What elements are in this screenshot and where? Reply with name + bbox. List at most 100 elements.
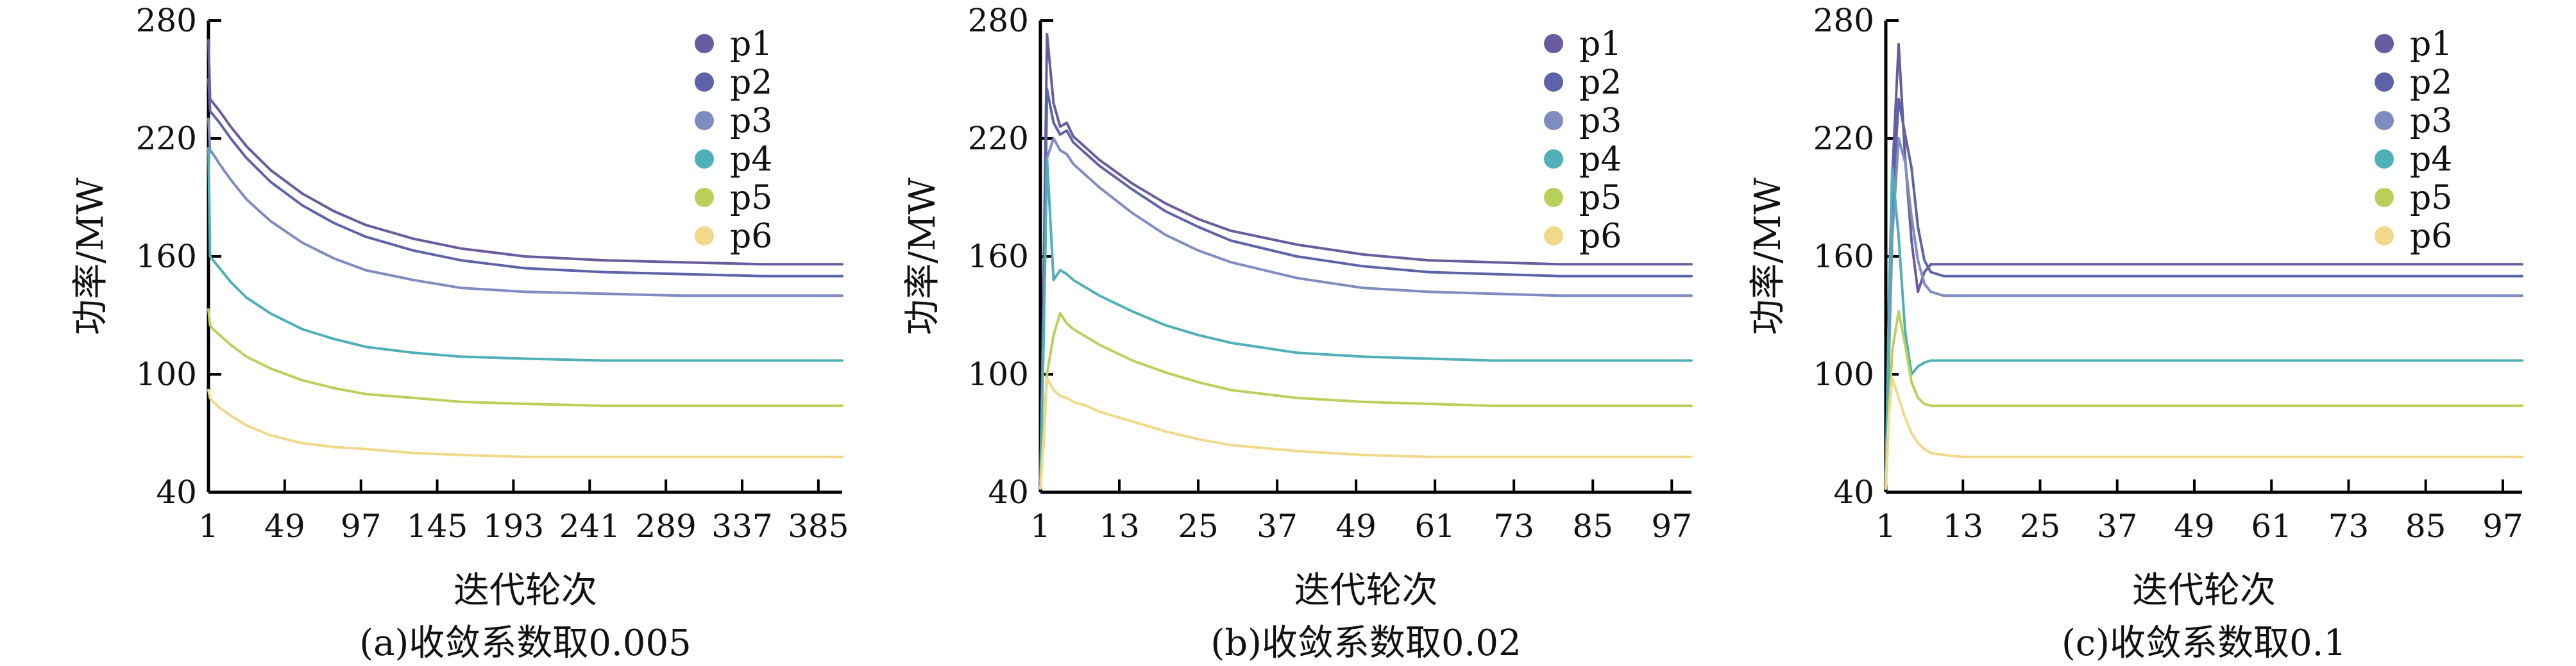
legend-label: p2 <box>2410 63 2452 102</box>
legend-marker <box>695 111 714 130</box>
legend-label: p6 <box>1579 217 1622 256</box>
x-tick-label: 13 <box>1099 508 1140 545</box>
series-line-p4 <box>207 147 843 362</box>
y-tick-label: 220 <box>1813 120 1874 157</box>
panel-caption: (b)收敛系数取0.02 <box>1210 622 1521 664</box>
legend-label: p4 <box>1579 140 1622 179</box>
x-tick-label: 145 <box>407 508 468 545</box>
x-axis-label: 迭代轮次 <box>2132 570 2276 612</box>
x-axis-label: 迭代轮次 <box>1294 570 1438 612</box>
legend-marker <box>695 188 714 207</box>
legend-label: p3 <box>730 102 772 140</box>
x-tick-label: 37 <box>1257 508 1298 545</box>
legend-marker <box>695 226 714 246</box>
series-line-p4 <box>1039 156 1693 484</box>
legend-label: p1 <box>730 25 772 63</box>
series-line-p3 <box>1885 137 2523 484</box>
legend-marker <box>695 72 714 92</box>
x-tick-label: 289 <box>635 508 696 545</box>
legend-marker <box>1544 149 1563 169</box>
y-tick-label: 40 <box>1833 474 1874 511</box>
y-tick-label: 220 <box>136 120 197 157</box>
legend-marker <box>2375 188 2394 207</box>
y-tick-label: 160 <box>1813 238 1874 275</box>
x-tick-label: 1 <box>198 508 219 545</box>
panel-caption: (c)收敛系数取0.1 <box>2062 622 2346 664</box>
y-tick-label: 280 <box>968 2 1029 39</box>
x-tick-label: 61 <box>2251 508 2292 545</box>
legend-label: p2 <box>1579 63 1622 102</box>
legend-marker <box>695 149 714 169</box>
chart-panel-3: 40 100 160 220 280 1 13 25 37 49 61 73 85 97 迭代轮次 功率/MW… <box>1747 2 2523 664</box>
series-line-p2 <box>1039 88 1693 484</box>
legend-label: p5 <box>730 179 772 217</box>
legend-label: p1 <box>2410 25 2452 63</box>
y-tick-label: 160 <box>968 238 1029 275</box>
x-tick-label: 385 <box>788 508 849 545</box>
y-tick-label: 160 <box>136 238 197 275</box>
x-tick-label: 73 <box>2328 508 2369 545</box>
series-line-p6 <box>1039 377 1693 490</box>
series-line-p5 <box>1039 312 1693 490</box>
y-tick-label: 280 <box>136 2 197 39</box>
y-tick-label: 100 <box>968 356 1029 393</box>
legend-marker <box>2375 226 2394 246</box>
legend-label: p1 <box>1579 25 1622 63</box>
y-tick-label: 100 <box>136 356 197 393</box>
x-tick-label: 85 <box>2405 508 2446 545</box>
legend-label: p3 <box>2410 102 2452 140</box>
x-tick-label: 193 <box>483 508 544 545</box>
panel-caption: (a)收敛系数取0.005 <box>359 622 691 664</box>
legend-label: p5 <box>1579 179 1622 217</box>
y-axis-label: 功率/MW <box>70 178 112 335</box>
legend-label: p5 <box>2410 179 2452 217</box>
legend-marker <box>1544 226 1563 246</box>
x-tick-label: 61 <box>1414 508 1455 545</box>
series-line-p5 <box>1885 310 2523 490</box>
legend-label: p4 <box>2410 140 2452 179</box>
series-line-p3 <box>1039 137 1693 484</box>
legend-label: p3 <box>1579 102 1622 140</box>
y-axis-label: 功率/MW <box>902 178 944 335</box>
legend-label: p2 <box>730 63 772 102</box>
x-axis-label: 迭代轮次 <box>453 570 597 612</box>
legend-marker <box>1544 188 1563 207</box>
series-line-p3 <box>207 117 843 297</box>
legend-label: p6 <box>730 217 772 256</box>
y-tick-label: 40 <box>156 474 197 511</box>
series-line-p2 <box>207 78 843 278</box>
x-tick-label: 25 <box>2020 508 2061 545</box>
series-line-p2 <box>1885 97 2523 484</box>
legend-marker <box>1544 34 1563 53</box>
x-tick-label: 1 <box>1030 508 1051 545</box>
x-tick-label: 97 <box>2482 508 2523 545</box>
x-tick-label: 37 <box>2097 508 2138 545</box>
legend-label: p6 <box>2410 217 2452 256</box>
chart-panel-2: 40 100 160 220 280 1 13 25 37 49 61 73 85 97 迭代轮次 功率/MW… <box>902 2 1693 664</box>
x-tick-label: 1 <box>1876 508 1896 545</box>
legend-label: p4 <box>730 140 772 179</box>
legend-marker <box>2375 72 2394 92</box>
series-line-p4 <box>1885 167 2523 484</box>
legend-marker <box>2375 111 2394 130</box>
x-tick-label: 49 <box>2174 508 2215 545</box>
x-tick-label: 73 <box>1493 508 1534 545</box>
y-tick-label: 220 <box>968 120 1029 157</box>
legend-marker <box>2375 34 2394 53</box>
series-line-p6 <box>207 388 843 458</box>
x-tick-label: 49 <box>1335 508 1377 545</box>
legend-marker <box>1544 72 1563 92</box>
y-tick-label: 100 <box>1813 356 1874 393</box>
x-tick-label: 13 <box>1942 508 1983 545</box>
x-tick-label: 25 <box>1178 508 1219 545</box>
y-tick-label: 40 <box>988 474 1029 511</box>
x-tick-label: 337 <box>711 508 772 545</box>
series-line-p1 <box>207 38 843 266</box>
y-tick-label: 280 <box>1813 2 1874 39</box>
x-tick-label: 241 <box>559 508 620 545</box>
series-line-p6 <box>1885 377 2523 490</box>
chart-panel-1: 40 100 160 220 280 1 49 97 145 193 241 289 337 385 迭代轮… <box>70 2 849 664</box>
y-axis-label: 功率/MW <box>1747 178 1789 335</box>
series-line-p1 <box>1039 33 1693 484</box>
